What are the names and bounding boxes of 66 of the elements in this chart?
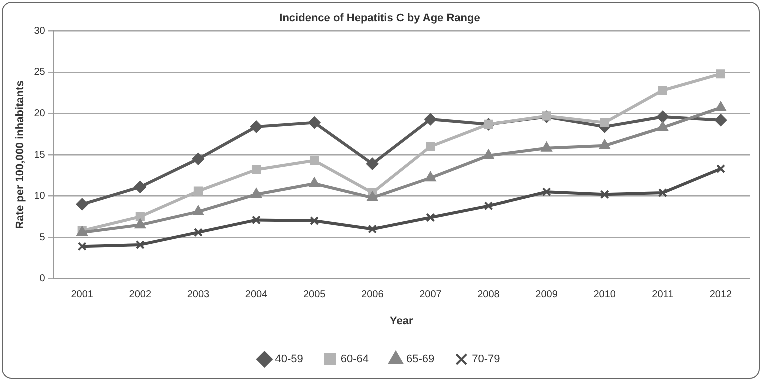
- x-axis-title: Year: [390, 315, 414, 328]
- point: [368, 224, 378, 234]
- point: [600, 190, 610, 200]
- legend-label: 65-69: [406, 354, 435, 366]
- point: [716, 164, 726, 174]
- point: [716, 70, 726, 79]
- y-tick-label: 15: [34, 150, 46, 161]
- y-tick-label: 25: [34, 67, 46, 78]
- point: [251, 188, 262, 198]
- y-tick-label: 5: [40, 232, 46, 244]
- point: [483, 150, 494, 160]
- x-tick-label: 2003: [187, 290, 210, 301]
- point: [656, 111, 669, 124]
- y-tick-label: 20: [34, 108, 46, 120]
- point: [424, 114, 437, 126]
- x-tick-label: 2011: [652, 290, 674, 301]
- point: [136, 240, 145, 250]
- point: [541, 142, 552, 152]
- y-tick-label: 0: [40, 274, 46, 285]
- x-tick-label: 2006: [362, 290, 384, 301]
- point: [310, 156, 320, 166]
- point: [600, 118, 610, 128]
- point: [308, 116, 321, 129]
- point: [193, 206, 204, 216]
- x-tick-label: 2008: [478, 290, 500, 301]
- x-tick-label: 2009: [536, 290, 558, 301]
- point: [542, 188, 552, 197]
- x-tick-label: 2007: [420, 290, 442, 301]
- point: [76, 198, 88, 211]
- y-axis-title: Rate per 100,000 inhabitants: [14, 80, 27, 230]
- point: [135, 219, 146, 229]
- point: [309, 178, 320, 188]
- point: [716, 102, 726, 112]
- x-tick-label: 2004: [245, 290, 268, 301]
- x-tick-label: 2012: [710, 290, 733, 301]
- point: [310, 216, 320, 226]
- point: [426, 213, 436, 222]
- y-tick-label: 10: [34, 191, 46, 202]
- chart-title: Incidence of Hepatitis C by Age Range: [280, 12, 480, 25]
- point: [194, 228, 203, 238]
- point: [425, 172, 436, 182]
- x-tick-label: 2002: [129, 290, 152, 301]
- point: [658, 122, 668, 132]
- point: [194, 186, 203, 196]
- point: [600, 140, 610, 150]
- point: [134, 181, 146, 194]
- point: [192, 153, 204, 166]
- point: [252, 216, 262, 225]
- point: [250, 120, 263, 133]
- x-tick-label: 2001: [71, 290, 94, 301]
- point: [484, 202, 494, 211]
- point: [426, 142, 436, 152]
- point: [252, 165, 262, 174]
- point: [658, 188, 668, 198]
- y-tick-label: 30: [34, 26, 46, 37]
- point: [714, 114, 727, 126]
- legend-label: 40-59: [275, 354, 304, 366]
- x-tick-label: 2005: [303, 290, 326, 301]
- legend-label: 60-64: [340, 354, 370, 366]
- legend-label: 70-79: [472, 354, 500, 366]
- x-tick-label: 2010: [594, 290, 616, 301]
- point: [136, 212, 145, 222]
- point: [366, 158, 379, 170]
- point: [658, 86, 668, 96]
- point: [367, 192, 378, 202]
- point: [78, 242, 87, 252]
